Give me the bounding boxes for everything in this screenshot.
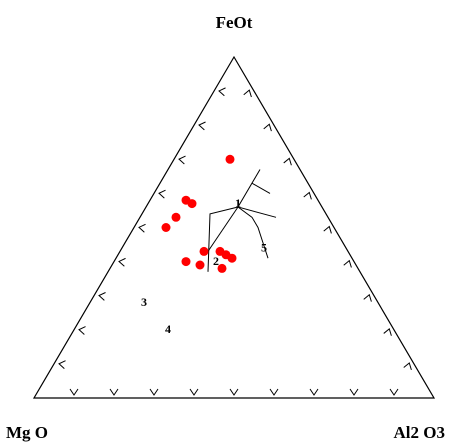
triangle-outline [32,55,436,399]
tick-mark [243,89,252,98]
tick-mark [309,388,319,396]
field-label: 1 [235,196,241,210]
boundary-line [207,206,239,252]
tick-mark [118,257,126,267]
boundary-line [237,206,269,259]
data-point [171,212,181,222]
boundary-line [251,182,271,194]
vertex-label-right: Al2 O3 [394,423,445,442]
tick-marks [58,87,412,396]
tick-mark [389,388,399,396]
tick-mark [323,225,332,234]
boundary-line [237,169,277,218]
triangle-frame [32,55,436,399]
field-label: 3 [141,295,147,309]
tick-mark [403,362,412,370]
tick-mark [69,388,79,396]
field-labels: 1 2 3 4 5 [141,196,267,336]
tick-mark [303,191,312,200]
tick-mark [349,388,359,396]
tick-mark [198,121,206,131]
tick-mark [283,157,292,166]
tick-mark [343,259,352,268]
tick-mark [158,189,166,199]
tick-mark [269,388,279,396]
field-label: 2 [213,254,219,268]
tick-mark [189,388,199,396]
boundary-line [207,206,239,272]
data-point [225,154,235,164]
tick-mark [78,326,86,335]
tick-mark [149,388,159,396]
field-label: 4 [165,322,171,336]
data-point [199,246,209,256]
vertex-label-top: FeOt [216,13,253,32]
vertex-label-left: Mg O [6,423,48,442]
tick-mark [98,292,106,301]
data-point [181,257,191,267]
data-point [181,195,191,205]
tick-mark [383,327,392,336]
tick-mark [138,223,146,233]
tick-mark [178,155,186,165]
tick-mark [263,123,272,132]
data-point [195,260,205,270]
tick-mark [229,388,239,396]
data-point [217,263,227,273]
tick-mark [218,87,226,97]
field-boundaries [207,169,277,272]
data-points [161,154,237,273]
data-point [161,223,171,232]
field-label: 5 [261,240,267,254]
tick-mark [109,388,119,396]
tick-mark [58,360,66,369]
tick-mark [363,293,372,302]
data-point [215,246,225,256]
